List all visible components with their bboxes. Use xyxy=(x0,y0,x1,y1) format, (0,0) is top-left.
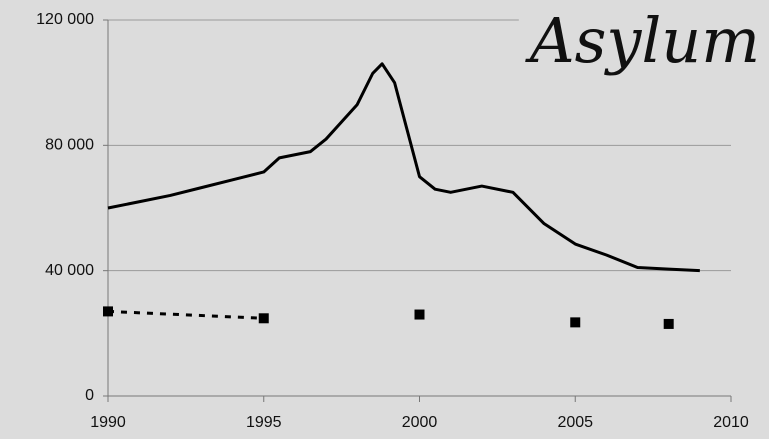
marker xyxy=(414,309,425,320)
title-background xyxy=(518,10,766,72)
x-tick-label: 2010 xyxy=(713,414,749,431)
line xyxy=(107,62,700,273)
x-tick-label: 1995 xyxy=(246,414,282,431)
x-tick-label: 2005 xyxy=(557,414,593,431)
marker xyxy=(258,313,269,324)
marker xyxy=(103,306,113,317)
y-tick-label: 120 000 xyxy=(36,11,94,28)
x-tick-label: 1990 xyxy=(90,414,126,431)
y-tick-label: 40 000 xyxy=(45,262,94,279)
x-tick-label: 2000 xyxy=(402,414,438,431)
y-tick-label: 0 xyxy=(85,387,94,404)
marker xyxy=(570,317,581,328)
y-tick-label: 80 000 xyxy=(45,137,94,154)
chart-title: Asylum xyxy=(525,4,760,77)
marker xyxy=(663,318,674,329)
